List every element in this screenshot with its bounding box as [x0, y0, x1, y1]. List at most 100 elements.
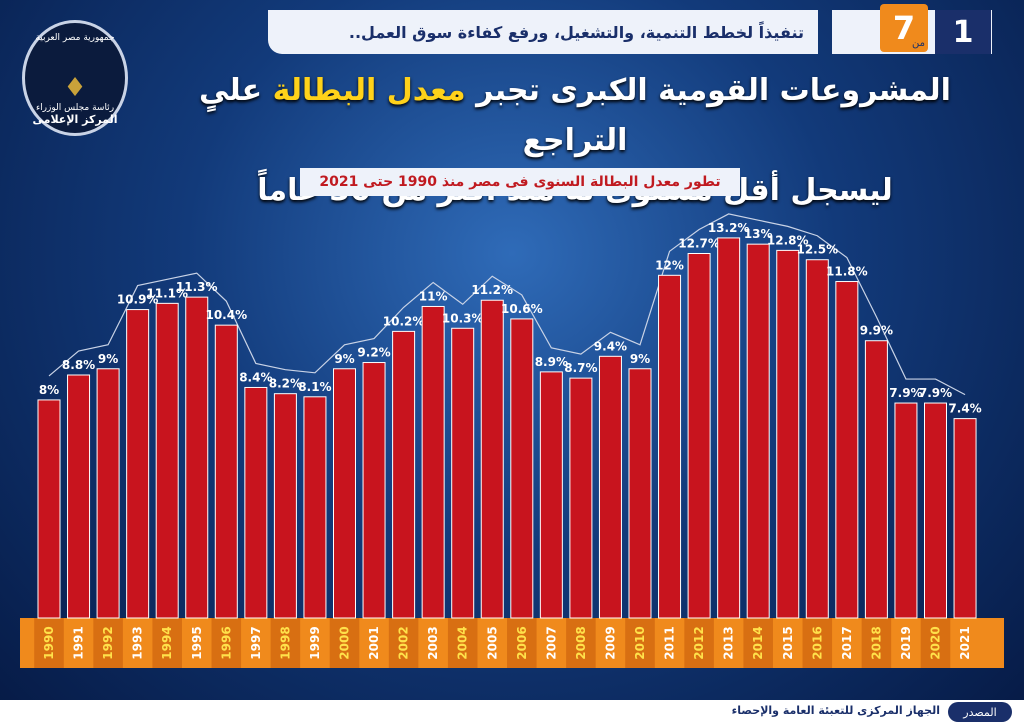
- source-label: المصدر: [948, 702, 1012, 722]
- bar: [628, 368, 652, 619]
- eagle: ♦: [63, 73, 87, 103]
- year-band: [743, 618, 773, 668]
- value-label: 12.8%: [767, 233, 809, 247]
- value-label: 10.9%: [117, 293, 159, 307]
- x-tick-label: 2012: [692, 626, 706, 659]
- year-band: [447, 618, 478, 668]
- x-tick-label: 1998: [278, 626, 292, 659]
- logo-line: جمهورية مصر العربية: [35, 33, 115, 43]
- logo-line: رئاسة مجلس الوزراء: [35, 103, 115, 113]
- page-of: من: [912, 38, 925, 49]
- value-label: 9%: [630, 352, 650, 366]
- bar: [717, 237, 741, 619]
- bar: [67, 374, 91, 619]
- x-tick-label: 1995: [190, 626, 204, 659]
- logo: جمهورية مصر العربية ♦ رئاسة مجلس الوزراء…: [22, 20, 128, 136]
- year-band: [270, 618, 301, 668]
- value-label: 13.2%: [708, 221, 750, 235]
- bar: [687, 253, 711, 619]
- bar: [185, 296, 209, 619]
- bar: [598, 355, 622, 619]
- value-label: 7.9%: [889, 386, 922, 400]
- value-label: 10.2%: [383, 314, 425, 328]
- bar: [96, 368, 120, 619]
- year-band: [93, 618, 123, 668]
- year-band: [152, 618, 182, 668]
- x-tick-label: 2016: [810, 626, 824, 659]
- bar: [451, 327, 475, 619]
- year-band: [625, 618, 655, 668]
- headline-highlight: معدل البطالة: [272, 73, 466, 108]
- value-label: 9.2%: [357, 346, 390, 360]
- bar: [805, 259, 829, 619]
- bar: [244, 386, 268, 619]
- bar: [37, 399, 61, 619]
- bar: [835, 281, 859, 619]
- x-tick-label: 1993: [131, 626, 145, 659]
- x-tick-label: 1994: [160, 626, 174, 659]
- value-label: 8.8%: [62, 358, 95, 372]
- x-tick-label: 2018: [869, 626, 883, 659]
- x-tick-label: 2001: [367, 626, 381, 659]
- x-tick-label: 1991: [72, 626, 86, 659]
- value-label: 12.7%: [678, 237, 720, 251]
- year-band: [507, 618, 537, 668]
- value-label: 13%: [744, 227, 773, 241]
- bar: [569, 377, 593, 619]
- value-label: 9%: [98, 352, 118, 366]
- value-label: 10.3%: [442, 311, 484, 325]
- value-label: 9.9%: [860, 324, 893, 338]
- bar: [392, 330, 416, 619]
- footer: [0, 700, 1024, 724]
- x-tick-label: 2003: [426, 626, 440, 659]
- bar: [362, 362, 386, 619]
- value-label: 11.1%: [146, 286, 188, 300]
- bar: [776, 249, 800, 619]
- x-tick-label: 2019: [899, 626, 913, 659]
- year-band: [920, 618, 951, 668]
- bar: [864, 340, 888, 619]
- x-tick-label: 2020: [929, 626, 943, 659]
- value-label: 9%: [334, 352, 354, 366]
- source: الجهاز المركزى للتعبئة العامة والإحصاء: [731, 704, 940, 717]
- value-label: 11.3%: [176, 280, 218, 294]
- value-label: 8%: [39, 383, 59, 397]
- value-label: 8.9%: [535, 355, 568, 369]
- bar: [155, 302, 179, 619]
- value-label: 11%: [419, 289, 448, 303]
- bar: [333, 368, 356, 619]
- headline-text: المشروعات القومية الكبرى تجبر: [476, 73, 951, 108]
- bar: [658, 274, 682, 619]
- bar: [480, 299, 504, 619]
- chart-title: تطور معدل البطالة السنوى فى مصر منذ 1990…: [300, 168, 740, 196]
- x-tick-label: 1992: [101, 626, 115, 659]
- value-label: 8.7%: [564, 361, 597, 375]
- value-label: 12%: [655, 258, 684, 272]
- value-label: 11.8%: [826, 265, 868, 279]
- value-label: 10.4%: [205, 308, 247, 322]
- bar: [746, 243, 770, 619]
- x-tick-label: 2014: [751, 626, 765, 659]
- bar: [214, 324, 238, 619]
- x-tick-label: 2007: [544, 626, 558, 659]
- value-label: 8.4%: [239, 370, 272, 384]
- value-label: 12.5%: [796, 243, 838, 257]
- tagline: تنفيذاً لخطط التنمية، والتشغيل، ورفع كفا…: [268, 10, 818, 54]
- headline-line: المشروعات القومية الكبرى تجبر معدل البطا…: [150, 66, 1000, 166]
- x-tick-label: 2011: [663, 626, 677, 659]
- x-tick-label: 2006: [515, 626, 529, 659]
- x-tick-label: 2017: [840, 626, 854, 659]
- year-band: [388, 618, 419, 668]
- page-number: 1: [935, 10, 991, 54]
- bar: [953, 418, 977, 619]
- x-tick-label: 2013: [722, 626, 736, 659]
- year-band: [329, 618, 360, 668]
- value-label: 11.2%: [471, 283, 513, 297]
- value-label: 9.4%: [594, 339, 627, 353]
- x-tick-label: 2005: [485, 626, 499, 659]
- value-label: 7.9%: [919, 386, 952, 400]
- x-tick-label: 2004: [456, 626, 470, 659]
- x-tick-label: 2015: [781, 626, 795, 659]
- x-tick-label: 1999: [308, 626, 322, 659]
